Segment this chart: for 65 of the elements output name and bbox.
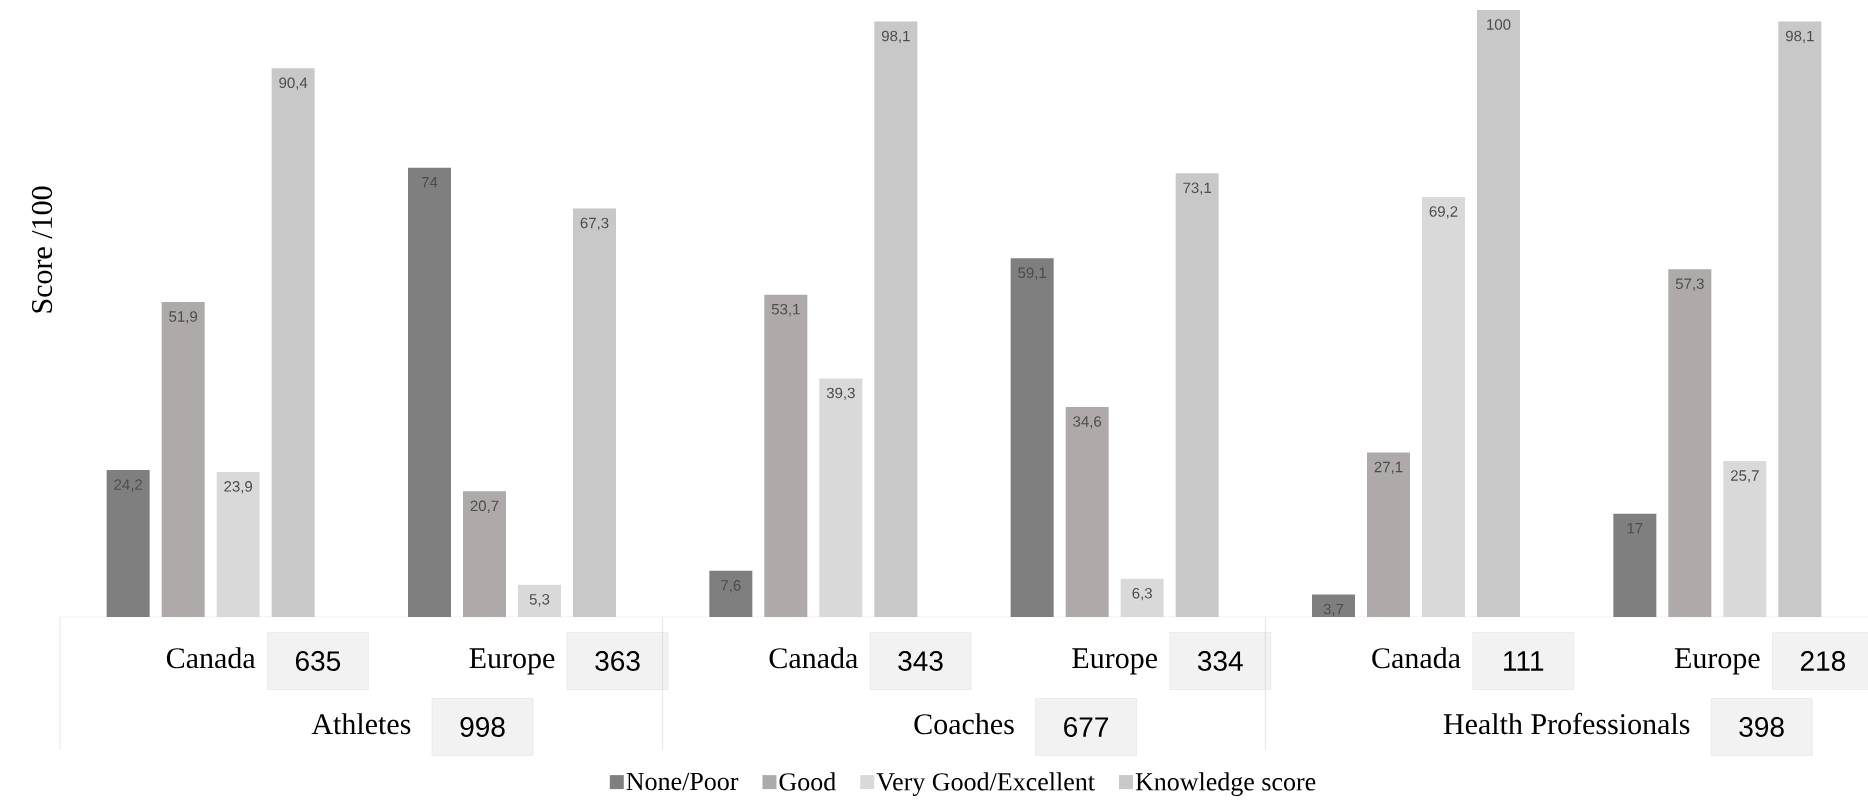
data-label: 39,3 bbox=[826, 387, 855, 401]
text: 398 bbox=[1739, 717, 1784, 737]
data-label: 100 bbox=[1487, 19, 1511, 30]
text: Health Professionals bbox=[1443, 712, 1690, 735]
data-label: 51,9 bbox=[169, 311, 198, 324]
data-label: 5,3 bbox=[529, 594, 550, 607]
bar bbox=[1175, 173, 1219, 617]
data-label: 57,3 bbox=[1675, 278, 1704, 291]
bar bbox=[573, 208, 617, 617]
bar bbox=[518, 584, 561, 617]
data-label: 69,2 bbox=[1429, 206, 1458, 219]
legend-label: None/Poor bbox=[626, 772, 739, 791]
data-label: 90,4 bbox=[279, 77, 308, 90]
x-tick-label: Europe bbox=[1072, 648, 1157, 675]
bar bbox=[1367, 452, 1410, 617]
data-label: 73,1 bbox=[1183, 182, 1212, 195]
text: 334 bbox=[1197, 651, 1243, 671]
data-label: 98,1 bbox=[881, 30, 910, 44]
bar bbox=[1120, 578, 1164, 617]
bar bbox=[1778, 21, 1822, 617]
bar bbox=[1065, 406, 1109, 617]
text: 635 bbox=[295, 651, 341, 671]
bar bbox=[874, 21, 918, 617]
text: 363 bbox=[595, 651, 640, 671]
text: 677 bbox=[1064, 717, 1108, 737]
bar bbox=[709, 570, 753, 617]
bar bbox=[1312, 594, 1355, 617]
text: 998 bbox=[460, 717, 505, 737]
data-label: 6,3 bbox=[1132, 587, 1152, 601]
data-label: 67,3 bbox=[580, 217, 609, 231]
data-label: 27,1 bbox=[1374, 461, 1403, 475]
bar bbox=[216, 471, 260, 617]
bar bbox=[106, 470, 150, 617]
x-tick-label: Europe bbox=[469, 648, 555, 675]
x-tick-label: Canada bbox=[166, 647, 256, 669]
bar bbox=[161, 301, 205, 617]
y-axis-title: Score /100 bbox=[31, 186, 53, 313]
x-tick-label: Canada bbox=[1372, 647, 1461, 669]
bar bbox=[408, 167, 451, 617]
legend-label: Very Good/Excellent bbox=[876, 772, 1095, 796]
bar bbox=[1477, 10, 1520, 617]
bar bbox=[1613, 513, 1657, 617]
bar bbox=[1723, 461, 1767, 617]
bar bbox=[819, 378, 863, 617]
data-label: 20,7 bbox=[470, 500, 499, 513]
bar bbox=[1010, 258, 1054, 617]
x-tick-label: Canada bbox=[769, 647, 858, 669]
data-label: 34,6 bbox=[1073, 416, 1102, 429]
x-tick-label: Europe bbox=[1674, 648, 1760, 675]
bar bbox=[1422, 196, 1465, 617]
bar bbox=[271, 68, 315, 617]
text: 343 bbox=[898, 651, 943, 671]
bar bbox=[764, 294, 808, 617]
legend-label: Good bbox=[779, 772, 836, 791]
bar bbox=[1668, 269, 1712, 617]
bar bbox=[463, 491, 507, 617]
text: Coaches bbox=[914, 713, 1014, 735]
data-label: 98,1 bbox=[1785, 30, 1814, 44]
data-label: 25,7 bbox=[1730, 470, 1759, 483]
legend-label: Knowledge score bbox=[1135, 772, 1316, 796]
data-label: 23,9 bbox=[224, 481, 253, 494]
text: 111 bbox=[1504, 651, 1544, 671]
data-label: 53,1 bbox=[771, 303, 800, 317]
text: 218 bbox=[1800, 651, 1846, 671]
text: Athletes bbox=[311, 713, 411, 735]
